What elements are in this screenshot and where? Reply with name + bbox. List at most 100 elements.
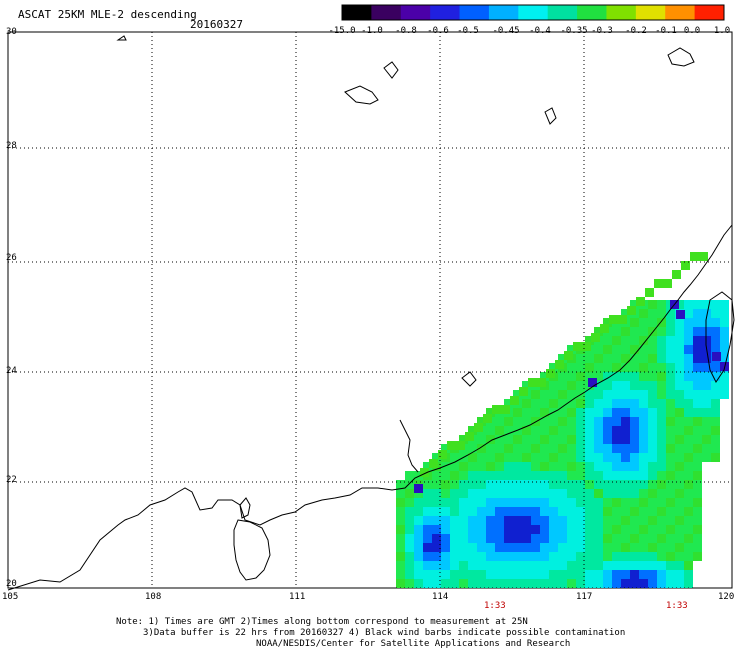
swath-cell — [648, 498, 657, 507]
coast-lake-6 — [116, 35, 127, 41]
lat-label-28: 28 — [6, 141, 17, 151]
swath-cell — [504, 561, 513, 570]
swath-cell — [414, 471, 423, 480]
swath-cell — [621, 309, 630, 318]
swath-cell — [522, 408, 531, 417]
river-line-west — [399, 419, 419, 473]
swath-cell — [414, 484, 423, 493]
swath-cell — [693, 408, 702, 417]
swath-cell — [558, 579, 567, 588]
swath-cell — [585, 471, 594, 480]
swath-cell — [666, 516, 675, 525]
swath-cell — [540, 390, 549, 399]
swath-cell — [558, 534, 567, 543]
swath-cell — [594, 345, 603, 354]
swath-cell — [639, 381, 648, 390]
swath-cell — [441, 561, 450, 570]
swath-cell — [603, 516, 612, 525]
swath-cell — [396, 579, 405, 588]
swath-cell — [495, 525, 504, 534]
swath-cell — [639, 345, 648, 354]
swath-cell — [684, 354, 693, 363]
swath-cell — [549, 363, 558, 372]
swath-cell — [513, 561, 522, 570]
swath-cell — [648, 489, 657, 498]
swath-cell — [609, 315, 618, 324]
swath-cell — [675, 426, 684, 435]
swath-cell — [495, 426, 504, 435]
swath-cell — [432, 570, 441, 579]
swath-cell — [468, 516, 477, 525]
swath-cell — [720, 318, 729, 327]
swath-cell — [576, 399, 585, 408]
swath-cell — [549, 471, 558, 480]
swath-cell — [702, 408, 711, 417]
swath-cell — [603, 570, 612, 579]
swath-cell — [522, 399, 531, 408]
swath-cell — [684, 552, 693, 561]
swath-cell — [450, 561, 459, 570]
swath-cell — [441, 516, 450, 525]
swath-cell — [558, 453, 567, 462]
swath-cell — [621, 417, 630, 426]
swath-cell — [576, 516, 585, 525]
swath-cell — [720, 345, 729, 354]
swath-cell — [468, 561, 477, 570]
swath-cell — [675, 336, 684, 345]
swath-cell — [639, 309, 648, 318]
colorbar-label: 0.0 — [683, 26, 701, 36]
swath-cell — [684, 336, 693, 345]
swath-cell — [414, 570, 423, 579]
swath-cell — [648, 372, 657, 381]
swath-cell — [594, 444, 603, 453]
swath-cell — [396, 480, 405, 489]
swath-cell — [657, 426, 666, 435]
swath-cell — [612, 507, 621, 516]
swath-cell — [477, 525, 486, 534]
swath-cell — [630, 498, 639, 507]
swath-cell — [675, 417, 684, 426]
swath-cell — [585, 534, 594, 543]
swath-cell — [468, 471, 477, 480]
lat-label-20: 20 — [6, 579, 17, 589]
swath-cell — [618, 315, 627, 324]
swath-cell — [711, 336, 720, 345]
swath-cell — [441, 534, 450, 543]
swath-cell — [486, 570, 495, 579]
swath-cell — [558, 372, 567, 381]
swath-cell — [549, 381, 558, 390]
colorbar-label: -0.5 — [457, 26, 479, 36]
swath-cell — [558, 525, 567, 534]
swath-cell — [684, 525, 693, 534]
swath-cell — [630, 327, 639, 336]
swath-cell — [711, 300, 720, 309]
swath-cell — [621, 327, 630, 336]
swath-cell — [711, 309, 720, 318]
swath-cell — [711, 390, 720, 399]
swath-cell — [639, 336, 648, 345]
swath-cell — [684, 543, 693, 552]
swath-cell — [657, 372, 666, 381]
swath-cell — [594, 372, 603, 381]
swath-cell — [486, 408, 495, 417]
swath-cell — [639, 516, 648, 525]
swath-cell — [528, 378, 537, 387]
swath-cell — [666, 462, 675, 471]
swath-cell — [675, 354, 684, 363]
time-label-1: 1:33 — [484, 601, 506, 611]
swath-cell — [621, 390, 630, 399]
swath-cell — [567, 426, 576, 435]
swath-cell — [501, 405, 510, 414]
swath-cell — [495, 462, 504, 471]
inland-lake-5 — [667, 47, 695, 67]
swath-cell — [522, 426, 531, 435]
swath-cell — [657, 462, 666, 471]
swath-cell — [492, 405, 501, 414]
swath-cell — [693, 480, 702, 489]
swath-cell — [558, 462, 567, 471]
swath-cell — [675, 579, 684, 588]
swath-cell — [456, 441, 465, 450]
swath-cell — [666, 480, 675, 489]
swath-cell — [621, 543, 630, 552]
swath-cell — [621, 408, 630, 417]
